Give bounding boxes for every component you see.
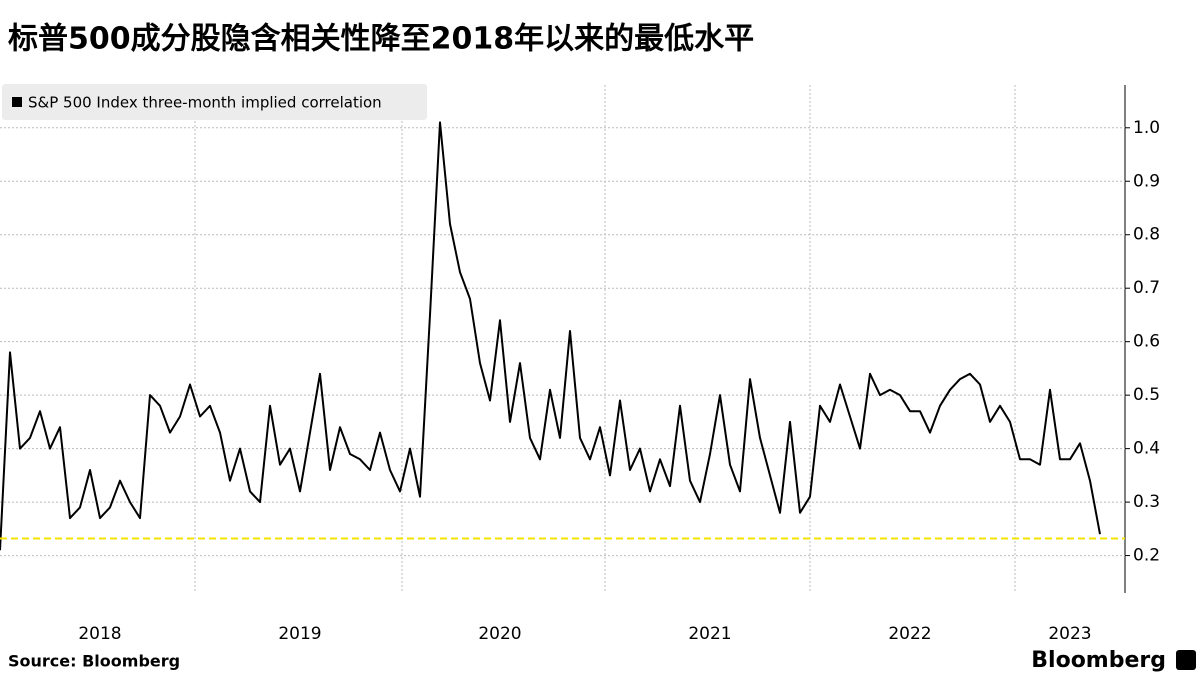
x-tick-label: 2018: [78, 624, 121, 644]
x-tick-label: 2020: [478, 624, 521, 644]
y-tick-label: 0.4: [1133, 439, 1160, 459]
brand-icon: [1176, 650, 1196, 670]
year-gridlines: [194, 85, 1016, 593]
brand: Bloomberg: [1031, 648, 1166, 673]
legend-label: S&P 500 Index three-month implied correl…: [28, 94, 382, 112]
y-tick-label: 0.9: [1133, 171, 1160, 191]
y-tick-label: 0.5: [1133, 385, 1160, 405]
legend-swatch: [12, 97, 22, 107]
y-tick-label: 0.8: [1133, 225, 1160, 245]
chart-title: 标普500成分股隐含相关性降至2018年以来的最低水平: [8, 22, 754, 57]
y-tick-label: 0.7: [1133, 278, 1160, 298]
x-tick-label: 2022: [888, 624, 931, 644]
x-tick-label: 2023: [1048, 624, 1091, 644]
line-series: [0, 121, 1101, 551]
y-tick-label: 1.0: [1133, 118, 1160, 138]
y-tick-label: 0.3: [1133, 492, 1160, 512]
legend-box: [2, 84, 427, 120]
x-tick-label: 2021: [688, 624, 731, 644]
x-tick-label: 2019: [278, 624, 321, 644]
y-tick-label: 0.2: [1133, 546, 1160, 566]
y-tick-label: 0.6: [1133, 332, 1160, 352]
source: Source: Bloomberg: [8, 652, 180, 671]
